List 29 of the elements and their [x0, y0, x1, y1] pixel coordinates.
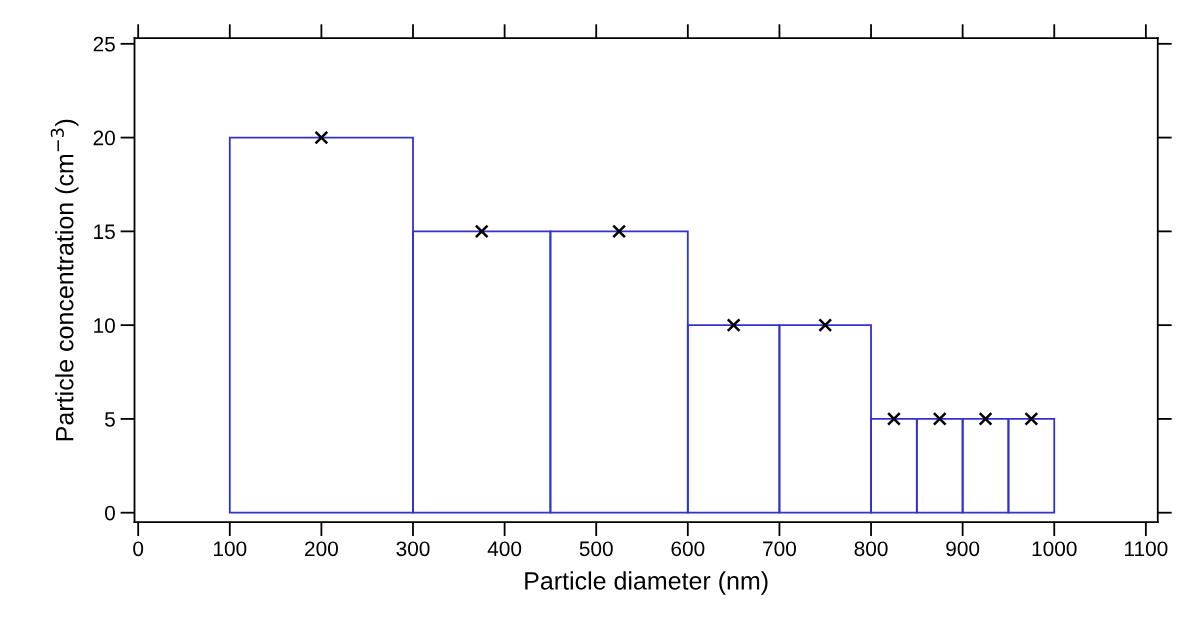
y-tick-label: 5	[105, 412, 115, 427]
point	[818, 318, 833, 333]
x-tick-label: 400	[487, 541, 522, 557]
point	[474, 224, 489, 239]
x-tick-label: 800	[854, 541, 888, 557]
point	[978, 411, 993, 426]
x-tick-label: 900	[946, 541, 980, 557]
x-tick-label: 0	[133, 541, 144, 557]
x-tick-label: 700	[763, 541, 796, 557]
x-tick-label: 600	[671, 541, 705, 557]
x-axis-title: Particle diameter (nm)	[525, 571, 768, 595]
point	[1024, 411, 1039, 426]
point	[612, 224, 627, 239]
point	[932, 411, 947, 426]
y-tick-label: 10	[94, 318, 115, 333]
x-tick-label: 100	[213, 541, 247, 557]
x-tick-label: 300	[396, 541, 430, 557]
y-tick-label: 25	[93, 36, 115, 52]
y-axis-title: Particle concentration (cm$^{−3}$)	[50, 119, 79, 441]
point	[726, 318, 741, 333]
x-tick-label: 500	[579, 541, 613, 557]
x-tick-label: 200	[305, 541, 338, 557]
y-tick-label: 0	[104, 505, 115, 521]
x-tick-label: 1100	[1125, 541, 1168, 557]
point	[314, 130, 329, 145]
point	[886, 411, 901, 426]
x-tick-label: 1000	[1032, 541, 1077, 557]
y-tick-label: 15	[94, 224, 115, 240]
y-tick-label: 20	[93, 130, 115, 146]
